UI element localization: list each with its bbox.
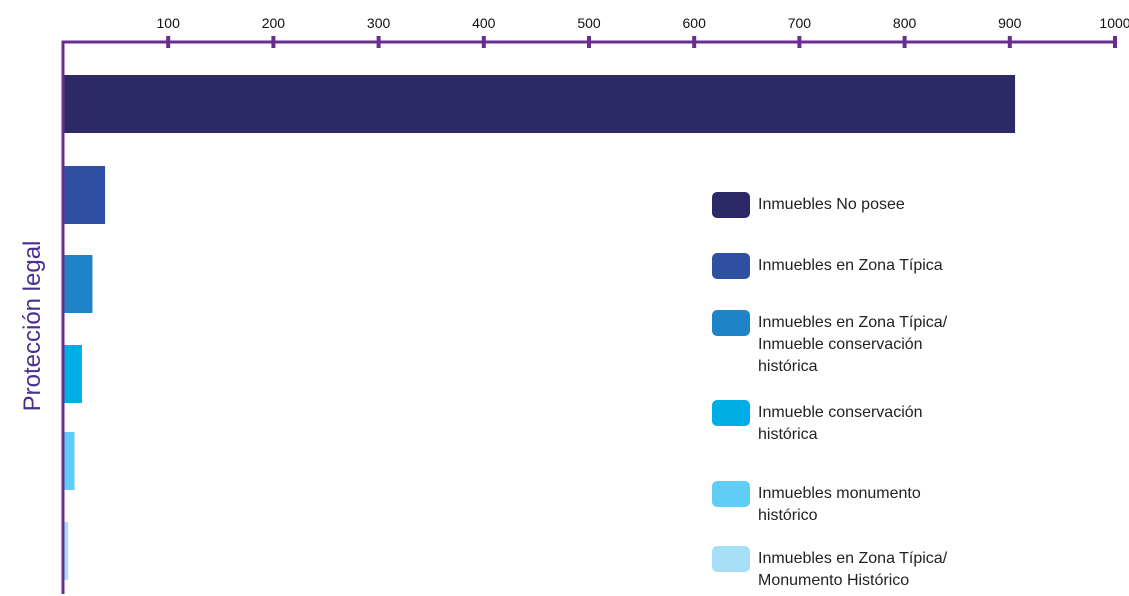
legend-label: Inmueble conservación histórica	[758, 404, 923, 443]
bar-6	[64, 522, 69, 580]
legend-item: Inmueble conservación histórica	[712, 400, 923, 446]
bar-2	[64, 166, 106, 224]
bar-4	[64, 345, 82, 403]
legend-label: Inmuebles en Zona Típica/ Monumento Hist…	[758, 550, 948, 589]
legend-label: Inmuebles monumento histórico	[758, 485, 921, 524]
legend-swatch	[712, 310, 750, 336]
chart-bars	[64, 75, 1016, 580]
legend-item: Inmuebles en Zona Típica	[712, 253, 943, 279]
x-tick-label: 900	[998, 15, 1022, 31]
legend-swatch	[712, 546, 750, 572]
bar-3	[64, 255, 93, 313]
x-tick-label: 300	[367, 15, 391, 31]
legend-item: Inmuebles No posee	[712, 192, 905, 218]
x-tick-label: 600	[683, 15, 707, 31]
x-tick-label: 800	[893, 15, 917, 31]
x-axis-ticks: 100 200 300 400 500 600 700 800 900 1000	[157, 15, 1129, 48]
x-tick-label: 500	[577, 15, 601, 31]
legend-swatch	[712, 192, 750, 218]
bar-5	[64, 432, 75, 490]
x-tick-label: 1000	[1099, 15, 1129, 31]
legend-label: Inmuebles en Zona Típica	[758, 257, 943, 274]
x-tick-label: 100	[157, 15, 181, 31]
legend-label: Inmuebles No posee	[758, 196, 905, 213]
legend-swatch	[712, 481, 750, 507]
legend-item: Inmuebles en Zona Típica/ Inmueble conse…	[712, 310, 947, 378]
bar-1	[64, 75, 1016, 133]
legend-swatch	[712, 253, 750, 279]
x-tick-label: 700	[788, 15, 812, 31]
legend-item: Inmuebles monumento histórico	[712, 481, 921, 527]
x-tick-label: 400	[472, 15, 496, 31]
x-tick-label: 200	[262, 15, 286, 31]
y-axis-label: Protección legal	[19, 241, 46, 412]
legend-swatch	[712, 400, 750, 426]
legend-label: Inmuebles en Zona Típica/ Inmueble conse…	[758, 314, 948, 375]
legend-item: Inmuebles en Zona Típica/ Monumento Hist…	[712, 546, 947, 592]
